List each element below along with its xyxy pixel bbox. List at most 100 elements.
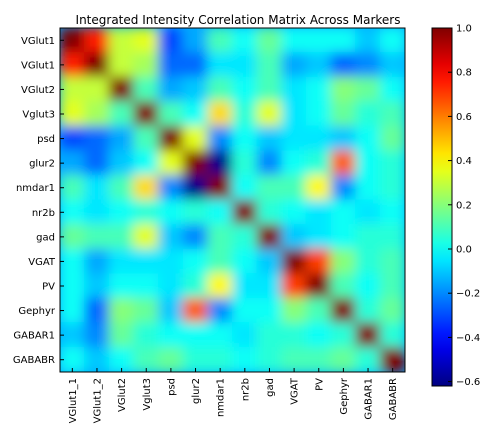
heatmap-cell-13-1 — [84, 346, 110, 372]
plot-frame — [59, 27, 406, 373]
heatmap-cell-5-10 — [305, 150, 332, 176]
x-tick-label-1: VGlut1_2 — [92, 378, 103, 423]
heatmap-cell-1-13 — [379, 52, 405, 78]
heatmap-cell-6-3 — [133, 174, 160, 201]
heatmap-cell-0-4 — [158, 28, 184, 54]
heatmap-cell-4-7 — [232, 125, 258, 152]
x-tick-label-3: Vglut3 — [142, 378, 153, 411]
heatmap-cell-6-10 — [305, 174, 332, 201]
x-tick-label-13: GABABR — [388, 378, 399, 420]
heatmap-cell-11-12 — [355, 297, 381, 324]
heatmap-cell-11-11 — [330, 297, 357, 324]
heatmap-cell-0-13 — [379, 28, 405, 54]
heatmap-cell-5-5 — [182, 150, 209, 176]
heatmap-cell-6-1 — [84, 174, 110, 201]
heatmap-cell-1-12 — [355, 52, 381, 78]
colorbar-tick-label-7: −0.4 — [456, 333, 480, 344]
heatmap-cell-6-9 — [281, 174, 307, 201]
heatmap-cell-7-3 — [133, 199, 160, 226]
heatmap-cell-13-4 — [158, 346, 184, 372]
heatmap-cell-0-8 — [256, 28, 283, 54]
heatmap-cell-6-11 — [330, 174, 357, 201]
heatmap-cell-4-6 — [207, 125, 233, 152]
y-tick-label-7: nr2b — [32, 208, 55, 219]
x-tick-label-0: VGlut1_1 — [68, 378, 79, 423]
heatmap-cell-0-1 — [84, 28, 110, 54]
heatmap-cell-12-5 — [182, 322, 209, 348]
heatmap-cell-11-9 — [281, 297, 307, 324]
heatmap-cell-3-13 — [379, 101, 405, 127]
heatmap-cell-2-7 — [232, 76, 258, 103]
heatmap-cell-8-4 — [158, 224, 184, 250]
heatmap-cell-10-4 — [158, 273, 184, 299]
heatmap-cell-5-6 — [207, 150, 233, 176]
heatmap-cell-12-4 — [158, 322, 184, 348]
heatmap-cell-2-5 — [182, 76, 209, 103]
heatmap-cell-8-11 — [330, 224, 357, 250]
heatmap-cell-1-6 — [207, 52, 233, 78]
heatmap-cell-10-9 — [281, 273, 307, 299]
y-tick-label-6: nmdar1 — [16, 183, 55, 194]
heatmap-cell-6-7 — [232, 174, 258, 201]
heatmap-cell-0-3 — [133, 28, 160, 54]
y-tick-label-13: GABABR — [13, 355, 55, 366]
heatmap-cell-5-1 — [84, 150, 110, 176]
heatmap-cell-2-8 — [256, 76, 283, 103]
heatmap-cell-12-12 — [355, 322, 381, 348]
heatmap-cell-2-10 — [305, 76, 332, 103]
x-axis-ticks: VGlut1_1 VGlut1_2 VGlut2 Vglut3 psd glur2 nmda… — [68, 368, 399, 423]
heatmap-cell-9-4 — [158, 248, 184, 275]
heatmap-cell-5-12 — [355, 150, 381, 176]
heatmap-cell-7-8 — [256, 199, 283, 226]
heatmap-cell-13-5 — [182, 346, 209, 372]
heatmap-cell-8-13 — [379, 224, 405, 250]
heatmap-cell-6-8 — [256, 174, 283, 201]
heatmap-cell-8-0 — [60, 224, 86, 250]
x-tick-label-11: Gephyr — [339, 377, 350, 415]
heatmap-cell-2-1 — [84, 76, 110, 103]
heatmap-cell-0-12 — [355, 28, 381, 54]
heatmap-cell-4-11 — [330, 125, 357, 152]
heatmap-cell-9-1 — [84, 248, 110, 275]
heatmap-cell-13-13 — [379, 346, 405, 372]
colorbar-tick-label-5: 0.0 — [456, 244, 472, 255]
heatmap-cell-3-7 — [232, 101, 258, 127]
heatmap-cell-11-7 — [232, 297, 258, 324]
heatmap-cell-12-6 — [207, 322, 233, 348]
heatmap-cell-11-2 — [108, 297, 135, 324]
heatmap-cell-0-11 — [330, 28, 357, 54]
x-tick-label-7: nr2b — [240, 378, 251, 401]
heatmap-cell-1-9 — [281, 52, 307, 78]
heatmap-cell-7-7 — [232, 199, 258, 226]
y-tick-label-11: Gephyr — [18, 306, 56, 317]
heatmap-cell-13-12 — [355, 346, 381, 372]
heatmap-cell-3-1 — [84, 101, 110, 127]
colorbar-ticks: 1.0 0.8 0.6 0.4 0.2 0.0 −0.2 −0.4 −0.6 — [448, 24, 480, 388]
heatmap-cell-11-1 — [84, 297, 110, 324]
heatmap-cell-13-10 — [305, 346, 332, 372]
colorbar-fill — [432, 28, 452, 386]
heatmap-cell-4-0 — [60, 125, 86, 152]
heatmap-cell-10-5 — [182, 273, 209, 299]
x-tick-label-8: gad — [265, 378, 276, 397]
colorbar-tick-label-3: 0.4 — [456, 156, 472, 167]
heatmap-cell-10-11 — [330, 273, 357, 299]
colorbar-tick-label-1: 0.8 — [456, 68, 472, 79]
heatmap-cell-5-7 — [232, 150, 258, 176]
heatmap-cell-4-3 — [133, 125, 160, 152]
heatmap-cell-9-9 — [281, 248, 307, 275]
y-tick-label-4: psd — [37, 134, 55, 145]
heatmap-cell-11-8 — [256, 297, 283, 324]
heatmap-cell-10-10 — [305, 273, 332, 299]
heatmap-cell-3-0 — [60, 101, 86, 127]
heatmap-cell-4-2 — [108, 125, 135, 152]
heatmap-cell-13-3 — [133, 346, 160, 372]
y-tick-label-2: VGlut2 — [21, 85, 55, 96]
colorbar-tick-label-4: 0.2 — [456, 200, 472, 211]
heatmap-cell-11-3 — [133, 297, 160, 324]
heatmap-cell-2-11 — [330, 76, 357, 103]
heatmap-cell-12-1 — [84, 322, 110, 348]
heatmap-cell-6-2 — [108, 174, 135, 201]
heatmap-cell-8-8 — [256, 224, 283, 250]
heatmap-cell-10-1 — [84, 273, 110, 299]
